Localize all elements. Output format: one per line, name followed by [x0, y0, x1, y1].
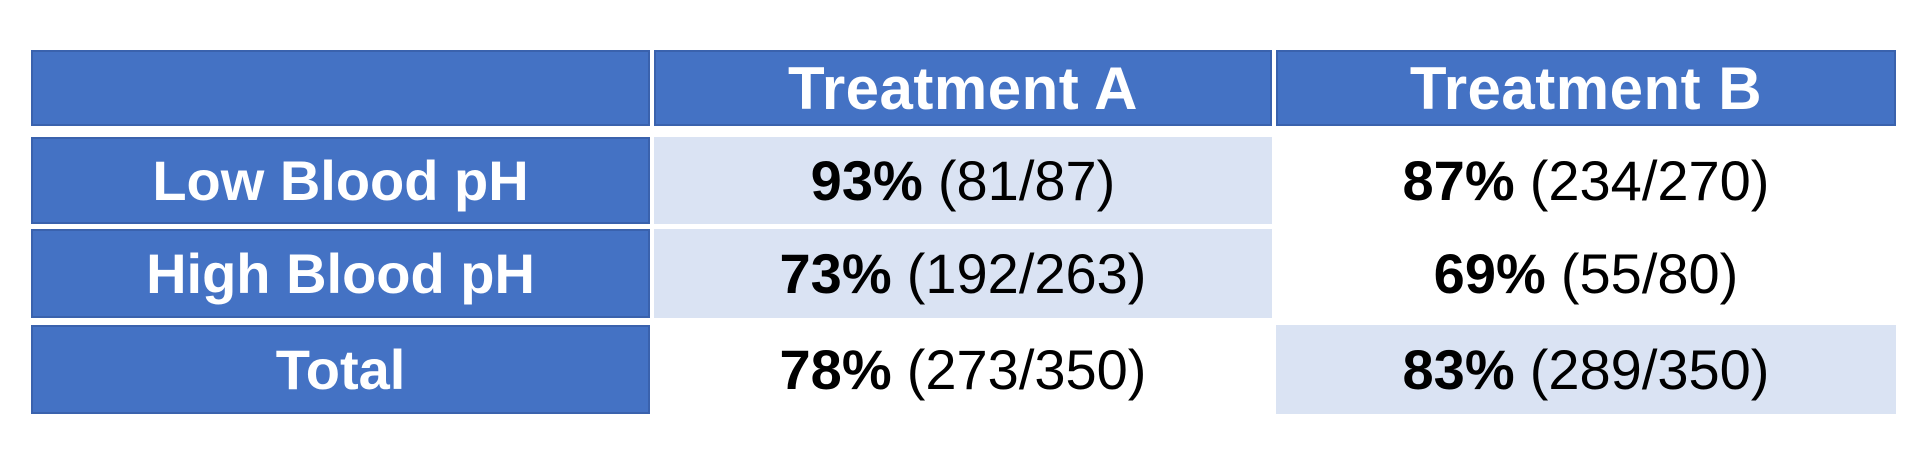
percent-value: 69%	[1433, 242, 1546, 305]
cell-low-ph-treatment-a: 93% (81/87)	[654, 137, 1272, 224]
fraction-value: (192/263)	[906, 242, 1147, 305]
fraction-value: (289/350)	[1529, 338, 1770, 401]
header-corner-cell	[31, 50, 650, 126]
cell-low-ph-treatment-b: 87% (234/270)	[1276, 137, 1896, 224]
fraction-value: (55/80)	[1560, 242, 1739, 305]
row-label-total: Total	[31, 325, 650, 414]
table-row-total: Total 78% (273/350) 83% (289/350)	[31, 325, 1896, 414]
header-cell-treatment-b: Treatment B	[1276, 50, 1896, 126]
table-row-low-blood-ph: Low Blood pH 93% (81/87) 87% (234/270)	[31, 137, 1896, 224]
percent-value: 78%	[779, 338, 892, 401]
treatment-comparison-table: Treatment A Treatment B Low Blood pH 93%…	[31, 50, 1896, 414]
percent-value: 93%	[810, 149, 923, 212]
cell-total-treatment-b: 83% (289/350)	[1276, 325, 1896, 414]
fraction-value: (81/87)	[937, 149, 1116, 212]
cell-total-treatment-a: 78% (273/350)	[654, 325, 1272, 414]
cell-high-ph-treatment-a: 73% (192/263)	[654, 229, 1272, 318]
cell-high-ph-treatment-b: 69% (55/80)	[1276, 229, 1896, 318]
fraction-value: (234/270)	[1529, 149, 1770, 212]
row-label-high-blood-ph: High Blood pH	[31, 229, 650, 318]
row-label-low-blood-ph: Low Blood pH	[31, 137, 650, 224]
table-row-high-blood-ph: High Blood pH 73% (192/263) 69% (55/80)	[31, 229, 1896, 318]
percent-value: 83%	[1402, 338, 1515, 401]
percent-value: 87%	[1402, 149, 1515, 212]
header-cell-treatment-a: Treatment A	[654, 50, 1272, 126]
percent-value: 73%	[779, 242, 892, 305]
fraction-value: (273/350)	[906, 338, 1147, 401]
table-header-row: Treatment A Treatment B	[31, 50, 1896, 126]
